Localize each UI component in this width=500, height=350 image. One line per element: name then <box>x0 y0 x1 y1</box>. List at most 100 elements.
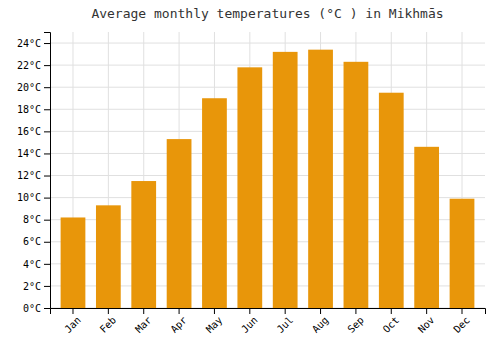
y-tick: 2°C <box>23 281 50 292</box>
y-tick-label: 20°C <box>17 82 41 93</box>
y-tick: 16°C <box>17 126 50 137</box>
x-tick-label: Dec <box>451 314 472 335</box>
y-axis: 0°C 2°C 4°C 6°C 8°C 10°C 12°C 14°C 16°C 18°C 20°C 2… <box>17 33 51 314</box>
x-tick-mark <box>143 308 144 314</box>
grid <box>50 32 485 308</box>
x-tick-mark <box>108 308 109 314</box>
x-tick-mark <box>249 308 250 314</box>
x-tick: Jun <box>239 308 260 335</box>
y-tick: 4°C <box>23 259 50 270</box>
y-tick: 12°C <box>17 170 50 181</box>
chart: 0°C 2°C 4°C 6°C 8°C 10°C 12°C 14°C 16°C 18°C 20°C 2… <box>0 0 500 350</box>
y-tick: 20°C <box>17 82 50 93</box>
x-tick: Aug <box>310 308 331 335</box>
x-tick: Mar <box>133 308 154 335</box>
grid-line-y <box>50 65 485 66</box>
x-tick-mark <box>179 308 180 314</box>
bar <box>344 62 369 308</box>
bar <box>450 199 475 308</box>
grid-line-y <box>50 131 485 132</box>
y-tick-label: 0°C <box>23 303 41 314</box>
y-tick-mark <box>44 109 50 110</box>
y-tick-mark <box>44 153 50 154</box>
grid-line-y <box>50 87 485 88</box>
bars <box>61 50 475 308</box>
bar <box>414 147 439 308</box>
bar <box>308 50 333 308</box>
x-tick-mark <box>426 308 427 314</box>
x-tick: Nov <box>416 308 437 335</box>
x-tick-label: Mar <box>133 314 154 335</box>
x-tick-label: Nov <box>416 314 437 335</box>
x-tick-label: Oct <box>381 314 402 335</box>
y-tick: 8°C <box>23 214 50 225</box>
y-tick: 0°C <box>23 303 50 314</box>
x-tick-label: Aug <box>310 314 331 335</box>
y-tick-label: 10°C <box>17 192 41 203</box>
bar <box>167 139 192 308</box>
bar <box>96 205 121 308</box>
y-tick: 10°C <box>17 192 50 203</box>
y-tick-label: 16°C <box>17 126 41 137</box>
grid-line-y <box>50 43 485 44</box>
y-tick-mark <box>44 242 50 243</box>
plot: 0°C 2°C 4°C 6°C 8°C 10°C 12°C 14°C 16°C 18°C 20°C 2… <box>17 32 486 335</box>
x-tick-mark <box>320 308 321 314</box>
bar <box>379 93 404 308</box>
x-tick: Oct <box>381 308 402 335</box>
y-tick-label: 4°C <box>23 259 41 270</box>
title: Average monthly temperatures (°C ) in Mi… <box>91 6 443 21</box>
y-tick-mark <box>44 308 50 309</box>
y-tick-mark <box>44 43 50 44</box>
x-tick-mark <box>391 308 392 314</box>
y-tick-mark <box>44 264 50 265</box>
x-tick-mark <box>355 308 356 314</box>
y-tick-mark <box>44 65 50 66</box>
y-tick-label: 12°C <box>17 170 41 181</box>
y-tick-label: 6°C <box>23 236 41 247</box>
y-tick-label: 2°C <box>23 281 41 292</box>
x-tick: Feb <box>98 308 119 335</box>
x-tick-label: May <box>204 314 225 335</box>
x-axis-line <box>51 309 486 315</box>
y-tick: 22°C <box>17 60 50 71</box>
y-tick: 18°C <box>17 104 50 115</box>
y-tick-mark <box>44 220 50 221</box>
bar <box>61 217 86 308</box>
bar <box>131 181 156 308</box>
x-axis: Jan Feb Mar Apr May Jun Jul Aug Sep Oct Nov Dec <box>51 308 486 335</box>
x-tick: May <box>204 308 225 335</box>
x-tick-mark <box>214 308 215 314</box>
x-tick-mark <box>285 308 286 314</box>
bar <box>202 98 227 308</box>
y-tick-mark <box>44 176 50 177</box>
x-tick: Dec <box>451 308 472 335</box>
y-tick-mark <box>44 286 50 287</box>
y-tick-label: 18°C <box>17 104 41 115</box>
x-tick: Jul <box>275 308 296 335</box>
y-tick-label: 8°C <box>23 214 41 225</box>
x-tick-mark <box>462 308 463 314</box>
y-tick-mark <box>44 198 50 199</box>
x-tick: Jan <box>62 308 83 335</box>
y-tick: 6°C <box>23 236 50 247</box>
x-tick-label: Jul <box>275 314 296 335</box>
bar <box>237 67 262 308</box>
x-tick-label: Jan <box>62 314 83 335</box>
x-tick-mark <box>72 308 73 314</box>
y-tick-label: 24°C <box>17 38 41 49</box>
x-tick-label: Apr <box>168 314 189 335</box>
y-axis-line <box>44 33 51 309</box>
y-tick: 24°C <box>17 38 50 49</box>
y-tick-mark <box>44 87 50 88</box>
grid-line-y <box>50 109 485 110</box>
x-tick-label: Jun <box>239 314 260 335</box>
y-tick: 14°C <box>17 148 50 159</box>
x-tick-label: Sep <box>345 314 366 335</box>
y-tick-label: 14°C <box>17 148 41 159</box>
y-tick-mark <box>44 131 50 132</box>
y-tick-label: 22°C <box>17 60 41 71</box>
x-tick-label: Feb <box>98 314 119 335</box>
x-tick: Apr <box>168 308 189 335</box>
bar <box>273 52 298 308</box>
